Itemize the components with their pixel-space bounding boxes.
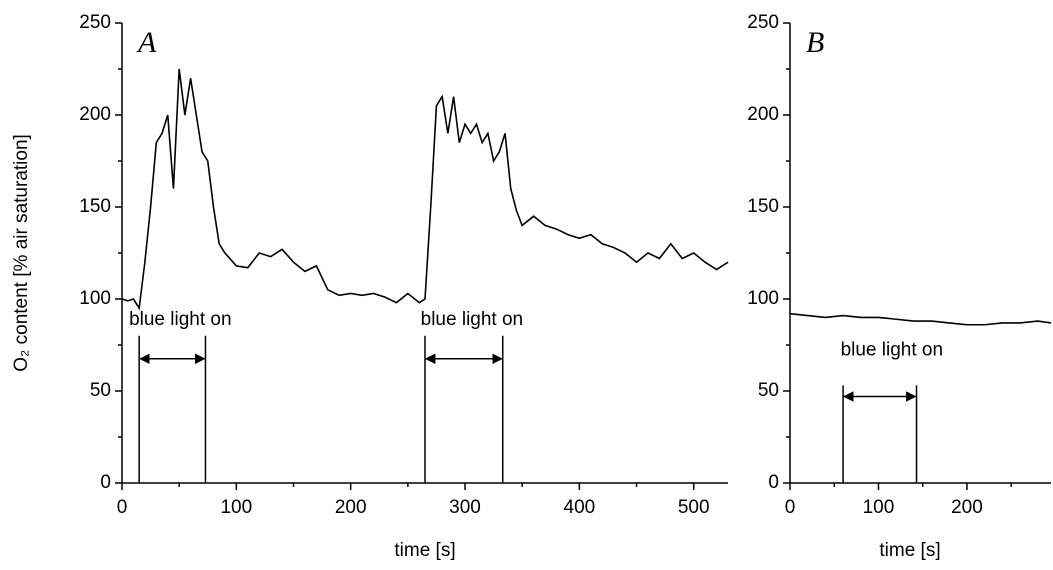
data-line xyxy=(789,312,1052,326)
y-tick-label: 0 xyxy=(100,472,111,493)
annotation: blue light on xyxy=(421,309,523,330)
x-axis-label: time [s] xyxy=(879,540,940,561)
y-tick-label: 100 xyxy=(79,288,111,309)
y-tick-label: 50 xyxy=(90,380,111,401)
y-axis-label: O₂ content [% air saturation] xyxy=(11,134,32,372)
x-tick-label: 0 xyxy=(785,497,796,518)
x-tick-label: 100 xyxy=(220,497,252,518)
data-line xyxy=(121,68,729,311)
y-tick-label: 50 xyxy=(758,380,779,401)
y-tick-label: 150 xyxy=(747,196,779,217)
panel-label: A xyxy=(136,26,157,59)
annotation: blue light on xyxy=(841,340,943,361)
y-tick-label: 0 xyxy=(768,472,779,493)
y-tick-label: 200 xyxy=(79,104,111,125)
x-tick-label: 0 xyxy=(117,497,128,518)
y-tick-label: 150 xyxy=(79,196,111,217)
x-tick-label: 500 xyxy=(678,497,710,518)
panel-label: B xyxy=(806,26,824,59)
y-tick-label: 100 xyxy=(747,288,779,309)
x-tick-label: 200 xyxy=(951,497,983,518)
x-tick-label: 200 xyxy=(335,497,367,518)
y-tick-label: 200 xyxy=(747,104,779,125)
x-axis-label: time [s] xyxy=(394,540,455,561)
x-tick-label: 300 xyxy=(449,497,481,518)
y-tick-label: 250 xyxy=(79,12,111,33)
annotation: blue light on xyxy=(129,309,231,330)
x-tick-label: 100 xyxy=(863,497,895,518)
y-tick-label: 250 xyxy=(747,12,779,33)
x-tick-label: 400 xyxy=(564,497,596,518)
